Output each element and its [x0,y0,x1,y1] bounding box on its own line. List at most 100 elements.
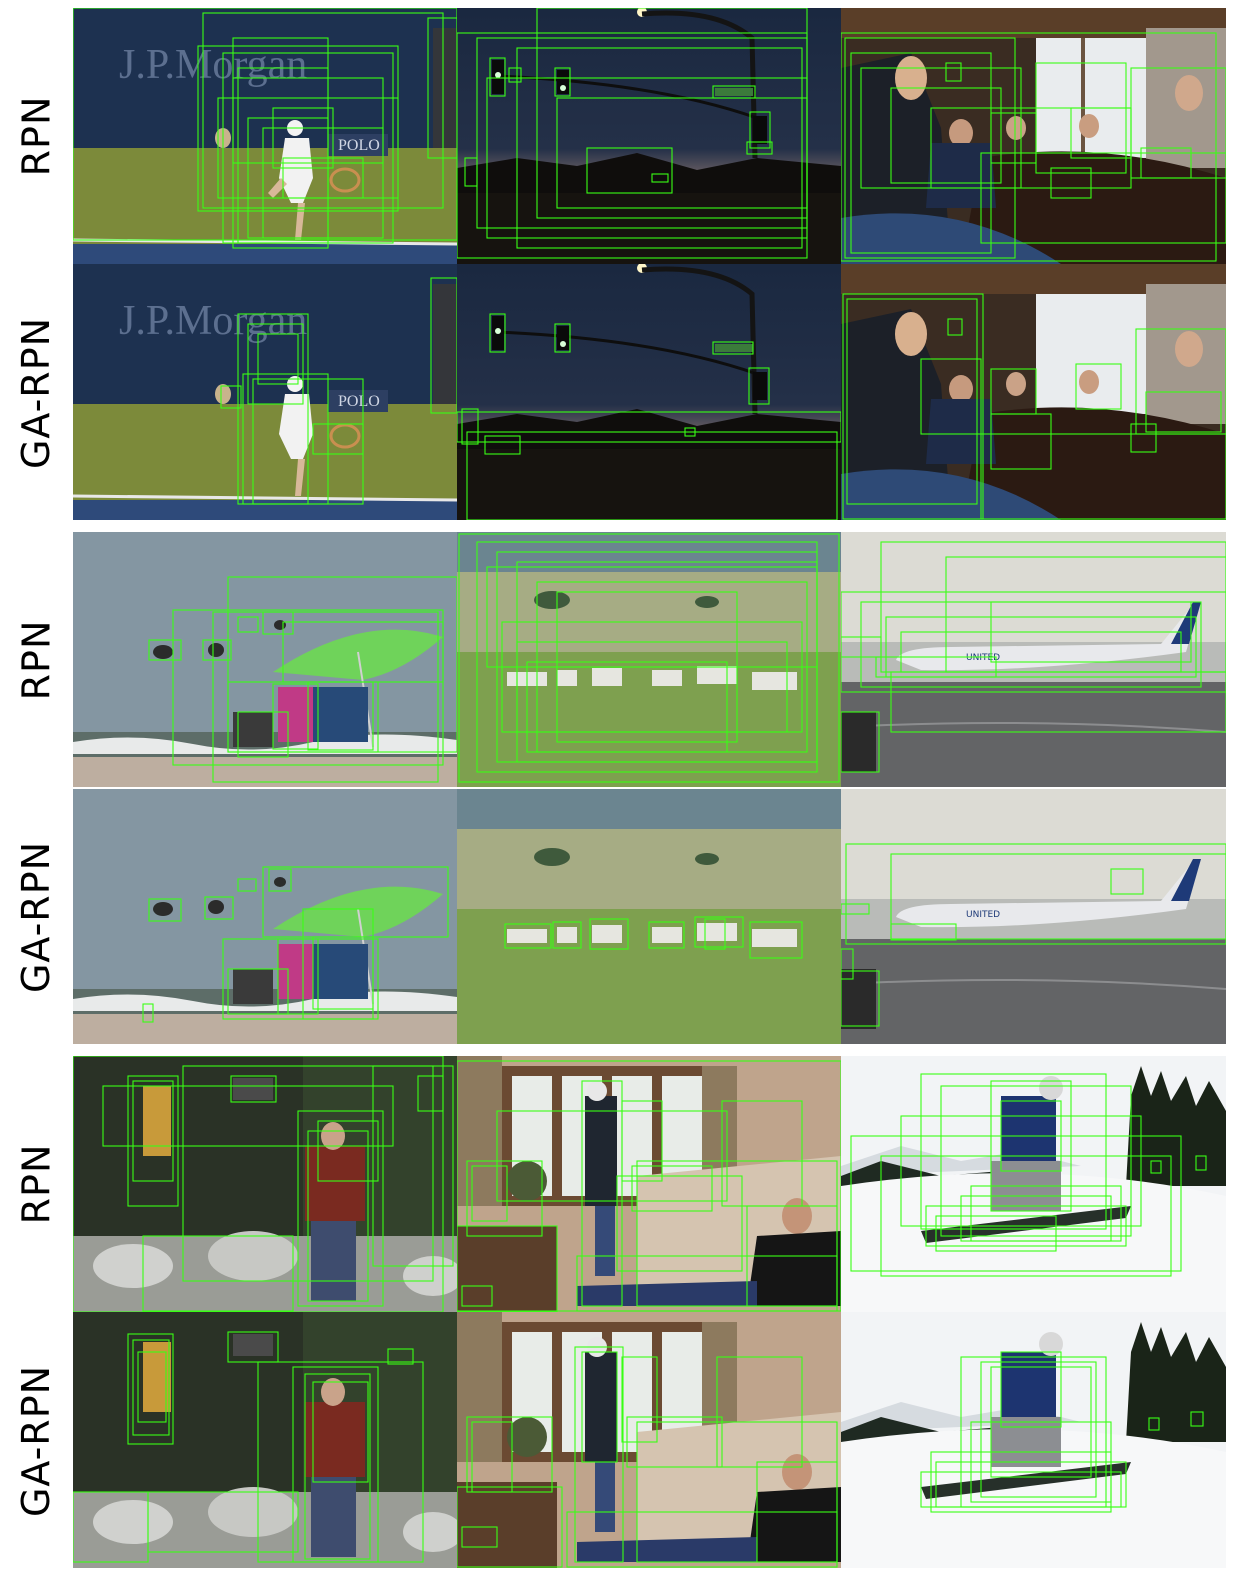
tennis-rpn-image: J.P.Morgan POLO [73,8,457,264]
proposal-box [841,711,880,773]
proposal-box [466,1160,543,1237]
proposal-box [554,323,571,353]
proposal-box [841,970,880,1027]
proposal-box [302,908,374,1020]
row-label-1: RPN [14,95,58,176]
proposal-box [1140,147,1192,179]
proposal-box [312,1381,369,1483]
proposal-box [746,141,773,155]
proposal-box [970,1421,1112,1503]
proposal-box [227,968,289,1015]
sponsor-logo: J.P.Morgan [119,42,307,88]
proposal-box [980,152,1226,244]
proposal-box [277,938,319,1015]
proposal-box [297,1110,384,1307]
snowboarder-garpn-image [841,1312,1226,1568]
proposal-box [461,408,479,445]
beach-garpn-image [73,789,457,1044]
proposal-box [304,1373,371,1560]
proposal-box [576,1255,838,1312]
proposal-box [142,1235,294,1312]
traffic-garpn-image [457,264,841,520]
living-room-rpn-image [457,1056,841,1312]
proposal-box [1075,363,1122,410]
proposal-box [920,1073,1107,1230]
proposal-box [102,1085,394,1147]
proposal-box [237,616,259,633]
proposal-box [172,609,444,766]
polo-sign: POLO [338,137,380,154]
proposal-box [846,298,978,505]
proposal-box [489,313,506,353]
proposal-box [237,878,257,892]
proposal-box [73,8,457,241]
proposal-box [875,656,997,678]
proposal-box [137,1351,167,1423]
plane-livery: UNITED [966,653,1000,663]
proposal-box [148,639,182,661]
proposal-box [748,367,770,405]
proposal-box [574,1346,624,1563]
proposal-box [461,1285,493,1307]
proposal-box [841,32,1217,262]
proposal-box [1035,62,1127,174]
proposal-box [885,616,1197,678]
proposal-box [257,1361,424,1563]
proposal-box [484,435,521,455]
proposal-box [132,1339,170,1436]
row-label-5: RPN [14,1143,58,1224]
proposal-box [202,639,232,661]
svg-text:UNITED: UNITED [966,910,1000,920]
proposal-box [842,293,984,520]
proposal-box [890,853,1226,940]
proposal-box [621,1100,663,1182]
proposal-box [197,45,399,212]
proposal-box [220,385,242,409]
beach-rpn-image [73,532,457,787]
proposal-box [268,868,292,892]
proposal-box [466,431,838,520]
proposal-box [387,1348,414,1365]
proposal-box [945,62,962,82]
proposal-box [990,601,1192,663]
proposal-box [232,77,384,164]
proposal-box [616,1175,743,1272]
proposal-box [581,1351,618,1463]
airplane-garpn-image: UNITED [841,789,1226,1044]
proposal-box [1150,1160,1162,1174]
row-label-2: GA-RPN [14,316,58,469]
proposal-box [841,948,854,980]
proposal-box [457,1486,563,1568]
proposal-box [841,591,1226,693]
proposal-box [73,1056,444,1312]
zebras-rpn-image [457,532,841,787]
proposal-box [516,641,788,733]
proposal-box [417,1075,444,1112]
proposal-box [132,1080,174,1182]
proposal-box [940,1085,1132,1237]
proposal-box [230,1075,277,1103]
traffic-rpn-image [457,8,841,264]
proposal-box [925,1205,1127,1247]
row-label-3: RPN [14,619,58,700]
proposal-box [427,17,457,159]
proposal-box [749,921,803,959]
hiker-rpn-image [73,1056,457,1312]
proposal-box [1195,1155,1207,1171]
proposal-box [920,1471,1122,1508]
tennis-garpn-image: J.P.Morgan POLO [73,264,457,520]
proposal-box [142,1003,154,1023]
row-label-6: GA-RPN [14,1364,58,1517]
proposal-box [694,916,744,948]
proposal-box [554,67,571,97]
proposal-box [890,923,957,941]
proposal-box [935,1215,1057,1252]
proposal-box [749,111,771,149]
proposal-box [648,921,685,949]
proposal-box [247,323,304,405]
proposal-box [552,921,582,949]
proposal-box [970,1185,1122,1242]
proposal-box [1000,1100,1062,1172]
proposal-box [990,413,1052,470]
zebras-garpn-image [457,789,841,1044]
